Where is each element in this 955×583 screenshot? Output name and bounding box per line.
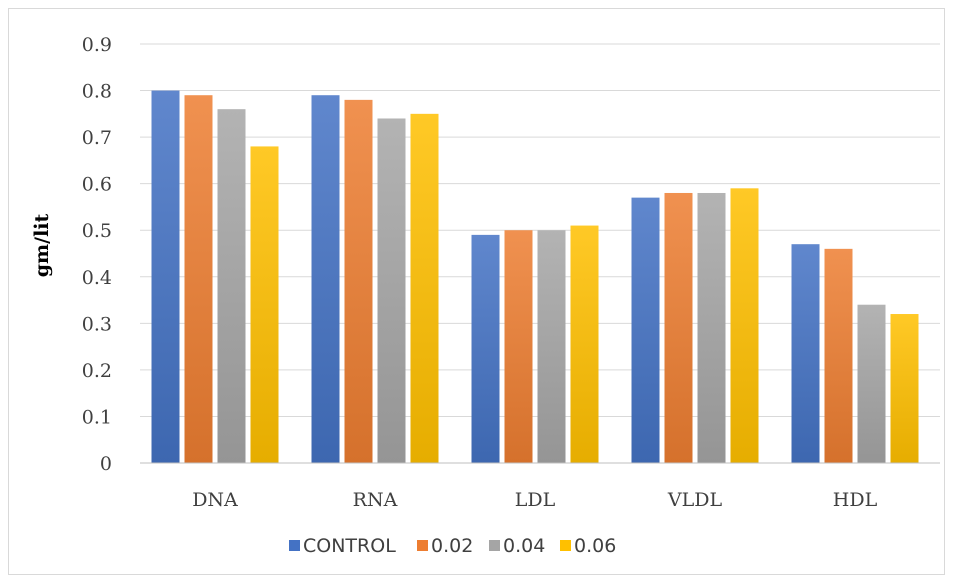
bar [471, 234, 500, 463]
bar [504, 230, 533, 463]
legend-label: 0.06 [574, 535, 616, 557]
legend-label: 0.02 [431, 535, 473, 557]
y-tick-label: 0 [100, 453, 112, 475]
bars [151, 90, 919, 464]
y-axis-label: gm/lit [31, 214, 53, 278]
bar [664, 192, 693, 463]
legend-swatch [489, 540, 500, 551]
x-tick-label: RNA [353, 489, 398, 511]
y-tick-label: 0.8 [82, 81, 112, 103]
bar [570, 225, 599, 463]
bar [410, 113, 439, 463]
axes: 0 0.1 0.2 0.3 0.4 0.5 0.6 0.7 0.8 0.9 DNA RNA LDL VLD… [82, 34, 940, 511]
legend-label: CONTROL [303, 535, 396, 557]
y-tick-label: 0.4 [82, 267, 112, 289]
y-tick-label: 0.6 [82, 174, 112, 196]
bar [311, 95, 340, 463]
legend-swatch [289, 540, 300, 551]
x-tick-label: HDL [833, 489, 878, 511]
legend-swatch [560, 540, 571, 551]
bar [184, 95, 213, 463]
x-tick-label: VLDL [667, 489, 723, 511]
legend-label: 0.04 [503, 535, 545, 557]
bar [631, 197, 660, 463]
bar [730, 188, 759, 464]
legend: CONTROL 0.02 0.04 0.06 [289, 535, 616, 557]
x-tick-label: LDL [515, 489, 556, 511]
bar [824, 248, 853, 463]
bar [857, 304, 886, 463]
bar [697, 192, 726, 463]
y-tick-label: 0.3 [82, 313, 112, 335]
bar [217, 109, 246, 463]
y-tick-label: 0.5 [82, 220, 112, 242]
legend-swatch [417, 540, 428, 551]
bar [537, 230, 566, 463]
bar [890, 314, 919, 463]
bar [250, 146, 279, 463]
y-tick-label: 0.2 [82, 360, 112, 382]
bar [151, 90, 180, 464]
bar [344, 99, 373, 463]
y-tick-label: 0.9 [82, 34, 112, 56]
y-tick-label: 0.7 [82, 127, 112, 149]
x-tick-label: DNA [192, 489, 238, 511]
y-tick-label: 0.1 [82, 406, 112, 428]
bar [791, 244, 820, 463]
bar [377, 118, 406, 463]
